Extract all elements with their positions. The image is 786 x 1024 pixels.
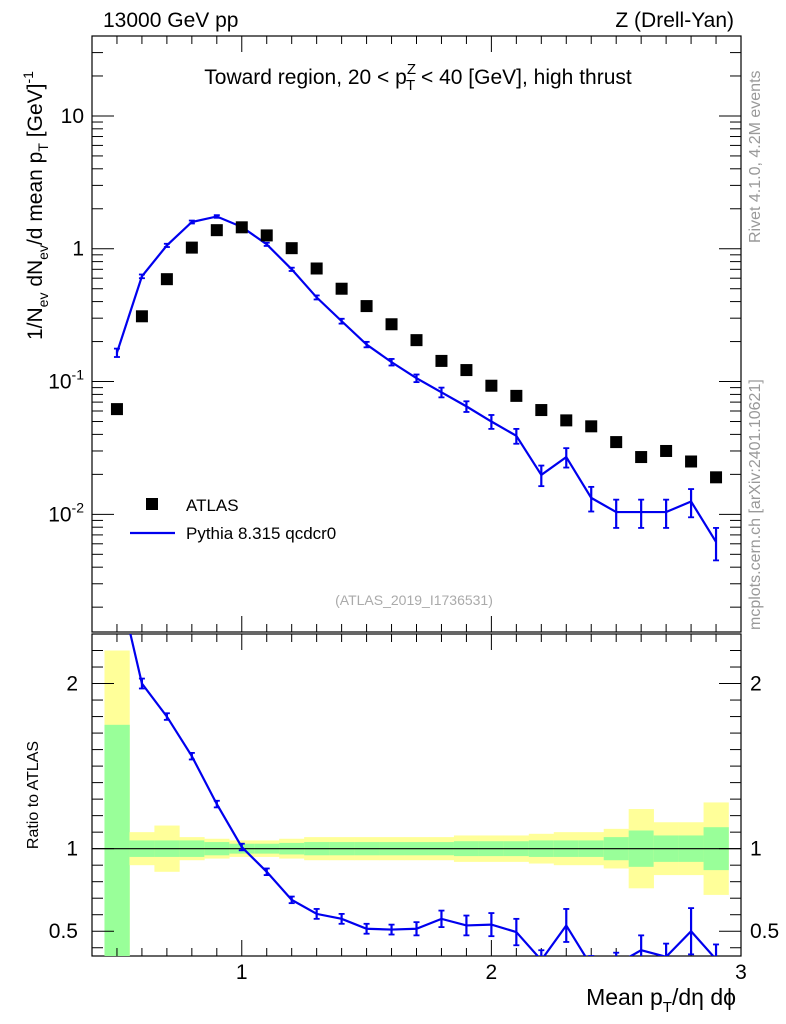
y-tick-label: 10-2 (48, 499, 84, 526)
atlas-point (235, 221, 248, 234)
ratio-plot-frame (91, 633, 742, 957)
xlabel-sub: T (663, 999, 672, 1016)
atlas-point (410, 334, 423, 347)
ratio-y-tick-label-left: 1 (66, 838, 78, 861)
ylabel-sup: -1 (20, 71, 36, 84)
atlas-point (310, 262, 323, 275)
y-tick-exponent: -2 (72, 499, 85, 515)
plot-title-sup: Z (407, 61, 416, 78)
atlas-point (435, 354, 448, 367)
atlas-point (710, 471, 723, 484)
y-tick-label: 10-1 (48, 367, 84, 394)
plot-title-sub: T (406, 77, 415, 94)
ylabel-sub-ev-2: ev (35, 245, 51, 260)
legend-atlas-marker (146, 498, 158, 510)
atlas-point (660, 444, 673, 457)
y-tick-exponent: -1 (72, 367, 85, 383)
rivet-label: Rivet 4.1.0, 4.2M events (747, 70, 764, 243)
ylabel-sub-ev-1: ev (35, 293, 51, 308)
mc-series-main (113, 214, 720, 562)
axis-ticks (91, 35, 742, 956)
legend-atlas-label: ATLAS (186, 496, 239, 515)
ratio-y-tick-label-right: 1 (750, 838, 762, 861)
xlabel-part-1: Mean p (586, 984, 663, 1010)
ylabel-part-3: /d mean p (24, 152, 47, 245)
atlas-point (110, 403, 123, 416)
x-tick-label: 2 (486, 961, 498, 984)
atlas-series-main (110, 221, 723, 484)
ratio-y-tick-label-right: 0.5 (750, 920, 779, 943)
legend: ATLAS Pythia 8.315 qcdcr0 (130, 496, 336, 543)
y-tick-label: 1 (72, 238, 84, 261)
atlas-point (585, 420, 598, 433)
band-inner-bin (104, 724, 130, 956)
ylabel-part-4: [GeV] (24, 84, 47, 144)
atlas-point (160, 273, 173, 286)
atlas-point (685, 455, 698, 468)
plot-title: Toward region, 20 < pZ T < 40 [GeV], high… (204, 61, 632, 94)
header-right: Z (Drell-Yan) (615, 9, 734, 32)
atlas-point (560, 414, 573, 427)
atlas-point (610, 436, 623, 449)
atlas-point (385, 318, 398, 331)
ylabel-part-1: 1/N (24, 307, 47, 340)
legend-mc-label: Pythia 8.315 qcdcr0 (186, 524, 336, 543)
y-tick-label: 10 (61, 105, 84, 128)
main-y-axis-label: 1/Nev dNev/d mean pT [GeV]-1 (20, 71, 51, 340)
ylabel-part-2: dN (24, 260, 47, 293)
atlas-point (485, 379, 498, 392)
x-tick-label: 3 (735, 961, 747, 984)
plot-title-part-1: Toward region, 20 < p (204, 66, 407, 89)
mc-series-ratio (129, 634, 720, 956)
header-left: 13000 GeV pp (103, 9, 238, 32)
atlas-point (285, 242, 298, 255)
atlas-point (535, 404, 548, 417)
atlas-point (210, 224, 223, 237)
ylabel-sub-t: T (35, 143, 51, 152)
plot-title-part-2: < 40 [GeV], high thrust (415, 66, 632, 89)
x-tick-label: 1 (236, 961, 248, 984)
analysis-watermark: (ATLAS_2019_I1736531) (335, 592, 493, 608)
x-axis-label: Mean pT/dη dϕ (586, 984, 736, 1016)
atlas-point (635, 451, 648, 464)
atlas-point (360, 300, 373, 313)
atlas-point (460, 364, 473, 377)
axis-tick-labels: 1 2 3 10-2 10-1 1 10 0.5 0.5 1 1 2 2 (48, 105, 779, 984)
atlas-point (335, 282, 348, 295)
atlas-point (260, 229, 273, 242)
atlas-point (185, 241, 198, 254)
ratio-y-tick-label-left: 2 (66, 673, 78, 696)
ratio-y-tick-label-right: 2 (750, 673, 762, 696)
ratio-y-axis-label: Ratio to ATLAS (25, 741, 42, 849)
atlas-point (135, 310, 148, 323)
atlas-point (510, 389, 523, 402)
xlabel-part-2: /dη dϕ (672, 984, 736, 1010)
ratio-y-tick-label-left: 0.5 (49, 920, 78, 943)
mcplots-label: mcplots.cern.ch [arXiv:2401.10621] (747, 379, 764, 630)
